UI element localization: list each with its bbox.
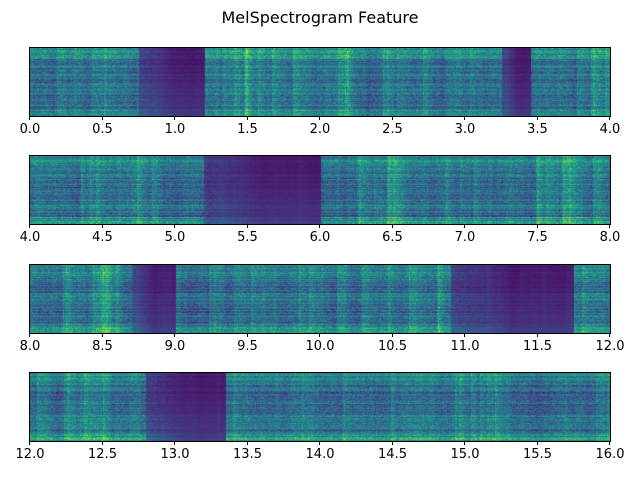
x-tick-mark: [174, 333, 175, 337]
spectrogram-heatmap: [30, 48, 610, 116]
spectrogram-heatmap: [30, 156, 610, 224]
x-tick-mark: [101, 333, 103, 337]
x-tick-mark: [609, 224, 610, 228]
x-tick-label: 5.5: [237, 230, 258, 245]
x-tick-mark: [246, 116, 248, 120]
x-tick-label: 14.5: [378, 447, 407, 462]
x-tick-mark: [609, 116, 610, 120]
x-tick-label: 8.0: [599, 230, 621, 245]
x-tick-label: 4.0: [19, 230, 41, 245]
x-tick-label: 9.5: [237, 339, 258, 354]
x-tick-label: 16.0: [595, 447, 625, 462]
spectrogram-panel-1: 0.0 0.5 1.0 1.5 2.0 2.5 3.0 3.5 4.0: [20, 47, 620, 137]
x-tick-mark: [464, 224, 465, 228]
x-tick-label: 11.0: [450, 339, 480, 354]
x-tick-label: 6.5: [382, 230, 403, 245]
x-tick-label: 5.0: [164, 230, 186, 245]
x-tick-mark: [29, 441, 30, 445]
x-tick-label: 14.0: [305, 447, 335, 462]
x-tick-label: 10.5: [378, 339, 407, 354]
x-tick-mark: [464, 116, 465, 120]
x-tick-mark: [536, 224, 538, 228]
x-tick-label: 12.0: [15, 447, 45, 462]
axes-frame: [29, 155, 611, 225]
x-tick-mark: [246, 224, 248, 228]
x-tick-mark: [609, 333, 610, 337]
x-tick-mark: [29, 333, 30, 337]
x-tick-label: 7.5: [527, 230, 548, 245]
x-tick-mark: [536, 333, 538, 337]
x-tick-mark: [319, 224, 320, 228]
spectrogram-panel-4: 12.0 12.5 13.0 13.5 14.0 14.5 15.0 15.5 16.0: [16, 372, 624, 462]
x-tick-mark: [391, 116, 393, 120]
x-tick-label: 3.0: [454, 122, 476, 137]
x-tick-mark: [536, 116, 538, 120]
x-tick-mark: [391, 333, 393, 337]
x-tick-label: 11.5: [523, 339, 552, 354]
spectrogram-panel-3: 8.0 8.5 9.0 9.5 10.0 10.5 11.0 11.5 12.0: [20, 264, 624, 354]
x-tick-label: 2.0: [309, 122, 331, 137]
x-tick-label: 12.0: [595, 339, 625, 354]
x-tick-label: 1.0: [164, 122, 186, 137]
x-tick-mark: [174, 441, 175, 445]
x-tick-mark: [174, 224, 175, 228]
x-tick-mark: [29, 224, 30, 228]
x-tick-label: 8.0: [19, 339, 41, 354]
x-tick-mark: [174, 116, 175, 120]
x-tick-label: 0.0: [19, 122, 41, 137]
spectrogram-panel-2: 4.0 4.5 5.0 5.5 6.0 6.5 7.0 7.5 8.0: [20, 155, 620, 245]
x-tick-label: 10.0: [305, 339, 335, 354]
x-tick-label: 13.5: [233, 447, 262, 462]
axes-frame: [29, 372, 611, 442]
x-tick-label: 4.5: [92, 230, 113, 245]
x-tick-label: 6.0: [309, 230, 331, 245]
x-tick-mark: [246, 441, 248, 445]
x-tick-label: 7.0: [454, 230, 476, 245]
axes-frame: [29, 264, 611, 334]
x-tick-mark: [246, 333, 248, 337]
x-tick-mark: [101, 224, 103, 228]
spectrogram-heatmap: [30, 373, 610, 441]
x-tick-mark: [101, 116, 103, 120]
x-tick-mark: [391, 441, 393, 445]
x-tick-label: 13.0: [160, 447, 190, 462]
x-tick-label: 12.5: [88, 447, 117, 462]
x-tick-mark: [319, 441, 320, 445]
x-tick-label: 9.0: [164, 339, 186, 354]
x-tick-label: 2.5: [382, 122, 403, 137]
x-tick-label: 8.5: [92, 339, 113, 354]
x-tick-label: 1.5: [237, 122, 258, 137]
axes-frame: [29, 47, 611, 117]
x-tick-mark: [391, 224, 393, 228]
x-tick-mark: [101, 441, 103, 445]
x-tick-mark: [29, 116, 30, 120]
x-tick-label: 3.5: [527, 122, 548, 137]
x-tick-mark: [319, 333, 320, 337]
figure-title: MelSpectrogram Feature: [221, 8, 419, 27]
x-tick-mark: [464, 333, 465, 337]
spectrogram-heatmap: [30, 265, 610, 333]
x-tick-mark: [319, 116, 320, 120]
x-tick-mark: [536, 441, 538, 445]
x-tick-mark: [609, 441, 610, 445]
x-tick-label: 15.5: [523, 447, 552, 462]
x-tick-mark: [464, 441, 465, 445]
x-tick-label: 0.5: [92, 122, 113, 137]
x-tick-label: 15.0: [450, 447, 480, 462]
x-tick-label: 4.0: [599, 122, 621, 137]
